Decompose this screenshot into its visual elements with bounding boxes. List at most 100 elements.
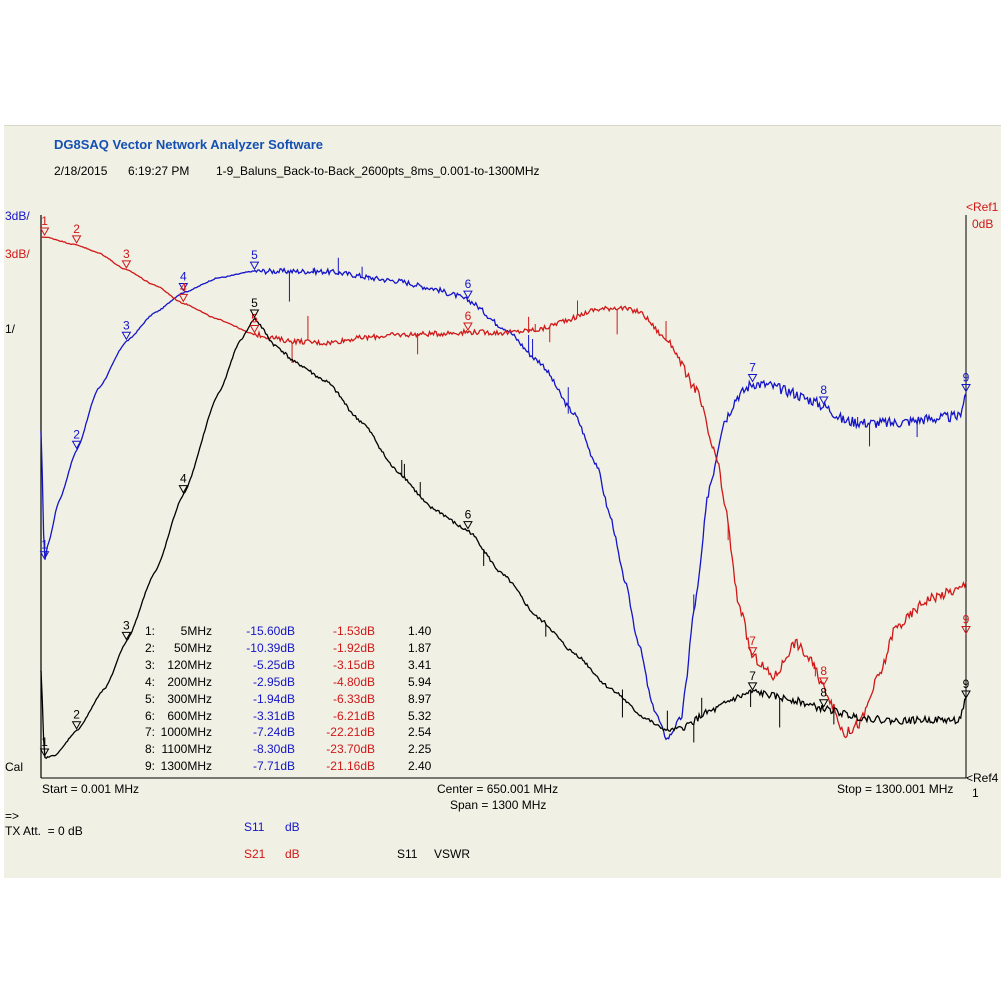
marker-number: 8 bbox=[820, 686, 827, 700]
marker-triangle bbox=[71, 235, 82, 244]
marker-number: 7 bbox=[749, 360, 756, 374]
marker-number: 3 bbox=[123, 618, 130, 632]
center-freq-label: Center = 650.001 MHz bbox=[437, 782, 559, 796]
s11-scale-label: 3dB/ bbox=[5, 209, 30, 223]
vswr-scale-label: 1/ bbox=[5, 322, 16, 336]
marker-vswr-cell: 1.40 bbox=[408, 624, 432, 638]
marker-freq-cell: 120MHz bbox=[167, 657, 212, 672]
marker-triangle bbox=[121, 631, 132, 641]
marker-freq-cell: 1100MHz bbox=[161, 742, 212, 757]
marker-number: 7 bbox=[749, 669, 756, 683]
marker-freq-cell: 1000MHz bbox=[160, 725, 212, 740]
chart-panel bbox=[4, 125, 1001, 878]
start-freq-label: Start = 0.001 MHz bbox=[42, 782, 140, 796]
marker-number: 8 bbox=[820, 383, 827, 397]
trace3-unit[interactable]: VSWR bbox=[434, 847, 470, 861]
ref1-label: <Ref1 bbox=[966, 200, 999, 214]
marker-triangle bbox=[249, 261, 260, 271]
marker-id-cell: 8: bbox=[144, 742, 155, 757]
trace2-name[interactable]: S21 bbox=[244, 847, 266, 861]
ref4-label: <Ref4 bbox=[966, 771, 999, 785]
marker-triangle bbox=[121, 331, 132, 341]
marker-id-cell: 9: bbox=[144, 759, 155, 774]
marker-s21-cell: -23.70dB bbox=[326, 742, 375, 757]
marker-s11-cell: -2.95dB bbox=[252, 674, 295, 689]
marker-s11-cell: -3.31dB bbox=[252, 708, 295, 723]
marker-vswr-cell: 5.94 bbox=[408, 674, 432, 689]
trace2-unit[interactable]: dB bbox=[285, 847, 300, 861]
marker-freq-cell: 50MHz bbox=[173, 640, 212, 655]
s21-scale-label: 3dB/ bbox=[5, 247, 30, 261]
marker-triangle bbox=[463, 322, 473, 332]
marker-triangle bbox=[747, 682, 758, 691]
marker-triangle bbox=[818, 396, 829, 405]
marker-s21-cell: -22.21dB bbox=[326, 725, 375, 740]
marker-triangle bbox=[463, 521, 473, 530]
marker-triangle bbox=[178, 485, 189, 494]
marker-freq-cell: 600MHz bbox=[167, 708, 212, 723]
marker-id-cell: 1: bbox=[144, 624, 155, 638]
marker-s21-cell: -21.16dB bbox=[326, 759, 375, 774]
marker-s11-cell: -10.39dB bbox=[246, 640, 295, 655]
marker-vswr-cell: 3.41 bbox=[408, 657, 432, 672]
marker-triangle bbox=[71, 440, 82, 450]
marker-number: 9 bbox=[963, 677, 970, 691]
trace1-name[interactable]: S11 bbox=[244, 820, 265, 834]
marker-triangle bbox=[121, 260, 132, 269]
marker-number: 5 bbox=[251, 248, 258, 262]
ref1-value: 0dB bbox=[972, 217, 994, 231]
s21-db-trace bbox=[40, 236, 967, 739]
marker-number: 3 bbox=[123, 318, 130, 332]
ref4-value: 1 bbox=[972, 786, 979, 800]
marker-freq-cell: 1300MHz bbox=[160, 759, 212, 774]
marker-triangle bbox=[178, 283, 189, 292]
marker-freq-cell: 5MHz bbox=[180, 624, 212, 638]
marker-freq-cell: 200MHz bbox=[167, 674, 212, 689]
marker-triangle bbox=[39, 748, 50, 758]
marker-s11-cell: -5.25dB bbox=[252, 657, 295, 672]
filename-label: 1-9_Baluns_Back-to-Back_2600pts_8ms_0.00… bbox=[216, 164, 540, 178]
marker-s11-cell: -7.71dB bbox=[252, 759, 295, 774]
marker-number: 6 bbox=[465, 508, 472, 522]
marker-number: 9 bbox=[963, 370, 970, 384]
marker-number: 6 bbox=[465, 309, 472, 323]
marker-number: 4 bbox=[180, 280, 187, 294]
marker-s21-cell: -4.80dB bbox=[332, 674, 375, 689]
marker-freq-cell: 300MHz bbox=[167, 691, 212, 706]
marker-s21-cell: -6.21dB bbox=[332, 708, 375, 723]
app-title: DG8SAQ Vector Network Analyzer Software bbox=[54, 137, 323, 152]
date-label: 2/18/2015 bbox=[54, 164, 108, 178]
marker-s21-cell: -6.33dB bbox=[332, 691, 375, 706]
marker-number: 2 bbox=[73, 222, 80, 236]
marker-vswr-cell: 2.25 bbox=[408, 742, 432, 757]
span-label: Span = 1300 MHz bbox=[450, 798, 547, 812]
trace1-unit[interactable]: dB bbox=[285, 820, 300, 834]
marker-triangle bbox=[463, 290, 473, 300]
marker-id-cell: 2: bbox=[144, 640, 155, 655]
marker-s21-cell: -1.92dB bbox=[332, 640, 375, 655]
marker-triangle bbox=[178, 293, 189, 303]
marker-number: 5 bbox=[251, 311, 258, 325]
marker-vswr-cell: 2.40 bbox=[408, 759, 432, 774]
marker-triangle bbox=[961, 690, 971, 700]
marker-number: 1 bbox=[41, 214, 48, 228]
marker-triangle bbox=[747, 647, 758, 656]
time-label: 6:19:27 PM bbox=[128, 164, 190, 178]
tx-att-label: TX Att. = 0 dB bbox=[5, 824, 83, 838]
marker-id-cell: 6: bbox=[144, 708, 155, 723]
marker-id-cell: 4: bbox=[144, 674, 155, 689]
marker-s11-cell: -7.24dB bbox=[252, 725, 295, 740]
arrow-indicator: => bbox=[5, 809, 20, 823]
marker-triangle bbox=[961, 383, 971, 393]
marker-number: 1 bbox=[41, 735, 48, 749]
marker-vswr-cell: 1.87 bbox=[408, 640, 432, 655]
marker-id-cell: 5: bbox=[144, 691, 155, 706]
trace3-name[interactable]: S11 bbox=[397, 847, 418, 861]
marker-triangle bbox=[249, 309, 260, 318]
marker-s21-cell: -3.15dB bbox=[332, 657, 375, 672]
vswr-trace bbox=[40, 317, 967, 759]
marker-triangle bbox=[39, 227, 50, 237]
marker-triangle bbox=[818, 699, 829, 708]
marker-triangle bbox=[249, 324, 260, 334]
marker-id-cell: 7: bbox=[144, 725, 155, 740]
